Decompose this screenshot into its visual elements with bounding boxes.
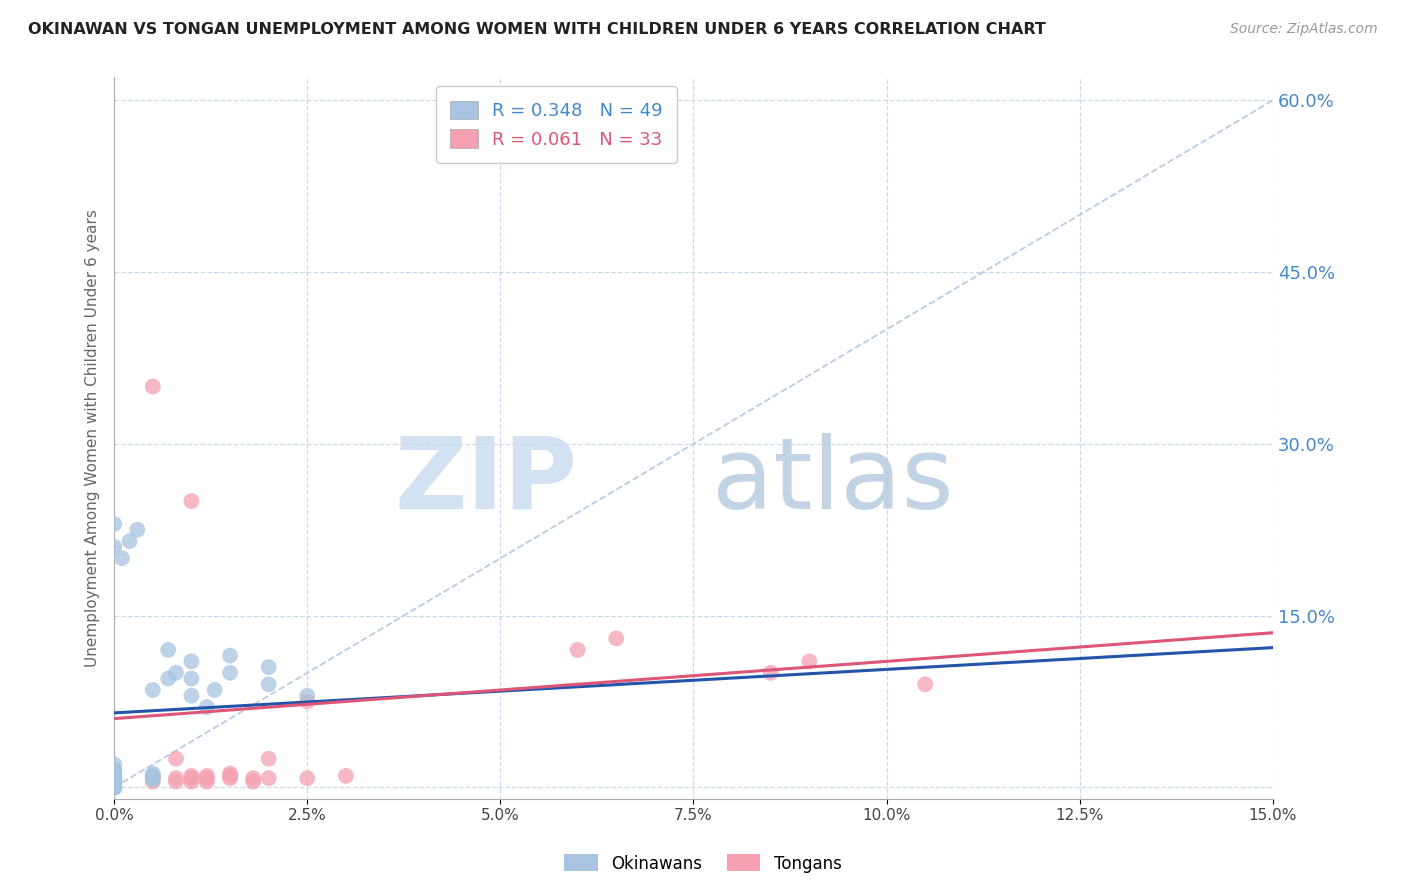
Point: [142, 769, 165, 783]
Point: [103, 780, 125, 795]
Point: [142, 769, 165, 783]
Point: [103, 763, 125, 777]
Point: [242, 774, 264, 789]
Point: [180, 672, 202, 686]
Point: [111, 551, 134, 566]
Point: [180, 494, 202, 508]
Point: [219, 665, 242, 680]
Point: [605, 632, 627, 646]
Point: [195, 771, 218, 785]
Point: [103, 780, 125, 795]
Point: [257, 677, 280, 691]
Point: [103, 771, 125, 785]
Point: [180, 654, 202, 668]
Point: [204, 683, 226, 698]
Point: [219, 771, 242, 785]
Point: [180, 689, 202, 703]
Point: [914, 677, 936, 691]
Point: [157, 672, 180, 686]
Point: [103, 780, 125, 795]
Point: [103, 771, 125, 785]
Point: [103, 763, 125, 777]
Point: [165, 752, 187, 766]
Point: [103, 780, 125, 795]
Point: [142, 379, 165, 393]
Point: [165, 771, 187, 785]
Point: [142, 771, 165, 785]
Point: [103, 774, 125, 789]
Point: [195, 700, 218, 714]
Point: [180, 769, 202, 783]
Point: [242, 771, 264, 785]
Point: [103, 772, 125, 787]
Point: [165, 665, 187, 680]
Point: [103, 774, 125, 789]
Y-axis label: Unemployment Among Women with Children Under 6 years: Unemployment Among Women with Children U…: [86, 209, 100, 667]
Text: ZIP: ZIP: [395, 433, 578, 530]
Point: [157, 643, 180, 657]
Point: [103, 780, 125, 795]
Point: [759, 665, 782, 680]
Point: [257, 660, 280, 674]
Point: [103, 766, 125, 780]
Point: [799, 654, 821, 668]
Point: [257, 752, 280, 766]
Point: [219, 766, 242, 780]
Point: [219, 769, 242, 783]
Point: [103, 766, 125, 780]
Point: [103, 769, 125, 783]
Point: [142, 771, 165, 785]
Point: [103, 774, 125, 789]
Point: [103, 757, 125, 772]
Point: [165, 774, 187, 789]
Point: [297, 689, 319, 703]
Point: [103, 769, 125, 783]
Point: [103, 769, 125, 783]
Point: [103, 516, 125, 531]
Text: Source: ZipAtlas.com: Source: ZipAtlas.com: [1230, 22, 1378, 37]
Point: [103, 769, 125, 783]
Point: [335, 769, 357, 783]
Point: [103, 780, 125, 795]
Point: [142, 683, 165, 698]
Point: [103, 780, 125, 795]
Point: [103, 780, 125, 795]
Point: [180, 774, 202, 789]
Point: [195, 774, 218, 789]
Point: [103, 766, 125, 780]
Point: [103, 772, 125, 787]
Point: [103, 540, 125, 554]
Point: [103, 769, 125, 783]
Legend: Okinawans, Tongans: Okinawans, Tongans: [558, 847, 848, 880]
Point: [103, 771, 125, 785]
Point: [103, 774, 125, 789]
Point: [195, 769, 218, 783]
Point: [103, 780, 125, 795]
Point: [118, 534, 141, 549]
Point: [127, 523, 149, 537]
Point: [103, 769, 125, 783]
Point: [142, 772, 165, 787]
Point: [297, 771, 319, 785]
Point: [219, 648, 242, 663]
Point: [142, 774, 165, 789]
Point: [257, 771, 280, 785]
Point: [567, 643, 589, 657]
Text: atlas: atlas: [711, 433, 953, 530]
Text: OKINAWAN VS TONGAN UNEMPLOYMENT AMONG WOMEN WITH CHILDREN UNDER 6 YEARS CORRELAT: OKINAWAN VS TONGAN UNEMPLOYMENT AMONG WO…: [28, 22, 1046, 37]
Point: [297, 694, 319, 708]
Legend: R = 0.348   N = 49, R = 0.061   N = 33: R = 0.348 N = 49, R = 0.061 N = 33: [436, 87, 678, 163]
Point: [180, 771, 202, 785]
Point: [142, 766, 165, 780]
